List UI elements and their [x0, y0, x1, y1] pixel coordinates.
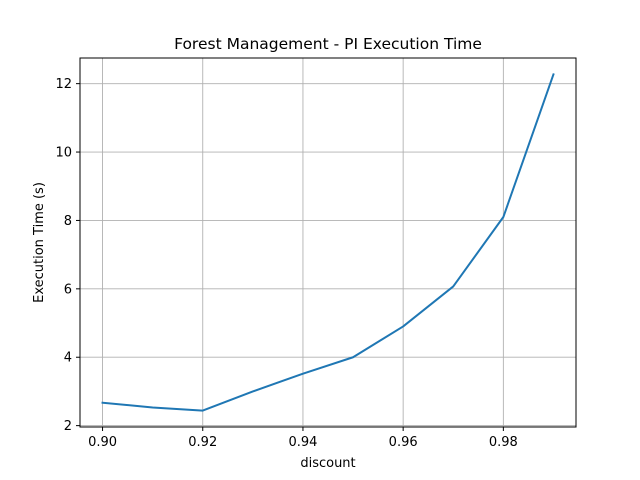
- series-line: [101, 73, 555, 412]
- y-tick-label: 12: [55, 77, 72, 92]
- x-axis-label: discount: [300, 456, 355, 471]
- grid: [80, 58, 576, 427]
- x-tick-label: 0.96: [389, 435, 418, 450]
- x-tick-label: 0.90: [88, 435, 117, 450]
- plot-frame: [79, 57, 577, 428]
- y-tick-label: 6: [64, 282, 72, 297]
- y-tick-label: 8: [64, 214, 72, 229]
- chart-title: Forest Management - PI Execution Time: [174, 35, 482, 53]
- x-tick-label: 0.98: [489, 435, 518, 450]
- y-tick-label: 4: [64, 351, 72, 366]
- plot-area: [80, 58, 576, 427]
- y-axis-ticks: 2 4 6 8 10 12: [55, 77, 80, 434]
- y-tick-label: 2: [64, 419, 72, 434]
- x-tick-label: 0.94: [288, 435, 317, 450]
- series-layer: [101, 73, 555, 412]
- x-axis-ticks: 0.90 0.92 0.94 0.96 0.98: [88, 427, 518, 450]
- x-tick-label: 0.92: [188, 435, 217, 450]
- y-axis-label: Execution Time (s): [32, 182, 47, 303]
- y-tick-label: 10: [55, 146, 72, 161]
